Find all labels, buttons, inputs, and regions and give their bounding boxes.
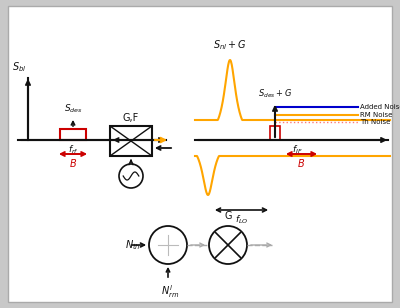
Text: $B$: $B$ xyxy=(297,157,305,169)
Text: $S_{des}$: $S_{des}$ xyxy=(64,103,82,115)
Text: $S_{des}+G$: $S_{des}+G$ xyxy=(258,87,292,100)
Text: G: G xyxy=(224,211,232,221)
Text: RM Noise: RM Noise xyxy=(360,112,392,118)
Text: Added Noise: Added Noise xyxy=(360,104,400,110)
Text: Th Noise: Th Noise xyxy=(360,119,390,125)
Text: $N_{th}$: $N_{th}$ xyxy=(125,238,141,252)
Text: G,F: G,F xyxy=(123,113,139,123)
Bar xyxy=(110,126,152,156)
Text: $f_{rf}$: $f_{rf}$ xyxy=(68,143,78,156)
Text: $B$: $B$ xyxy=(69,157,77,169)
Text: $N_{rm}^{l}$: $N_{rm}^{l}$ xyxy=(161,283,179,300)
Bar xyxy=(60,129,86,140)
Text: $f_{LO}$: $f_{LO}$ xyxy=(235,213,248,225)
Text: $S_{nl}+G$: $S_{nl}+G$ xyxy=(213,38,247,52)
Text: $f_{IF}$: $f_{IF}$ xyxy=(292,143,302,156)
Text: $S_{bl}$: $S_{bl}$ xyxy=(12,60,26,74)
Bar xyxy=(270,126,280,140)
